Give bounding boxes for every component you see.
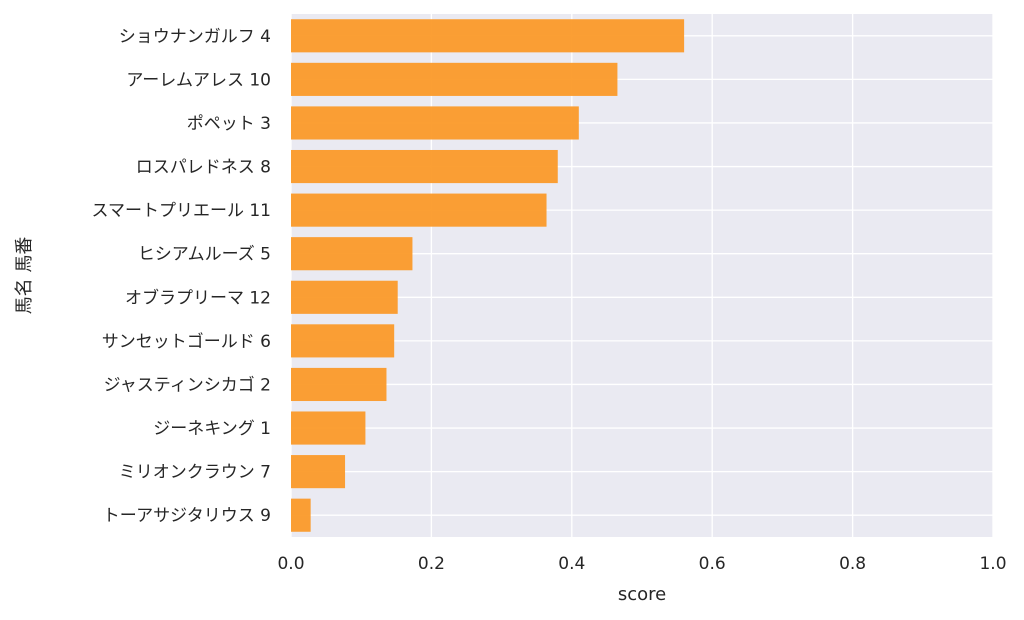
bar <box>291 237 413 271</box>
category-label: アーレムアレス 10 <box>126 70 271 90</box>
bar <box>291 19 685 53</box>
bar <box>291 411 366 445</box>
category-label: ジーネキング 1 <box>153 419 271 439</box>
bar <box>291 280 398 314</box>
x-axis-label: score <box>618 584 666 605</box>
category-label: ジャスティンシカゴ 2 <box>104 374 271 395</box>
category-labels: ショウナンガルフ 4 アーレムアレス 10 ポペット 3 ロスパレドネス 8 スマートプ… <box>91 27 271 526</box>
y-axis-label: 馬名 馬番 <box>14 237 35 315</box>
category-label: ショウナンガルフ 4 <box>119 27 271 47</box>
plot-background <box>291 14 993 537</box>
x-tick-labels: 0.0 0.2 0.4 0.6 0.8 1.0 <box>277 554 1006 574</box>
x-tick-label: 1.0 <box>979 554 1006 574</box>
category-label: サンセットゴールド 6 <box>102 331 271 352</box>
x-tick-label: 0.4 <box>558 554 585 574</box>
bar <box>291 498 311 532</box>
category-label: オブラプリーマ 12 <box>125 287 271 308</box>
x-tick-label: 0.8 <box>839 554 866 574</box>
x-tick-label: 0.0 <box>277 554 304 574</box>
category-label: ロスパレドネス 8 <box>136 158 271 178</box>
bar <box>291 62 618 96</box>
bar <box>291 106 579 140</box>
bars <box>291 19 685 532</box>
bar <box>291 149 558 184</box>
category-label: トーアサジタリウス 9 <box>103 506 271 526</box>
category-label: スマートプリエール 11 <box>91 201 271 221</box>
x-tick-label: 0.6 <box>699 554 726 574</box>
bar <box>291 324 395 358</box>
x-gridlines <box>290 14 994 537</box>
bar <box>291 455 346 489</box>
category-label: ポペット 3 <box>187 114 271 134</box>
category-label: ミリオンクラウン 7 <box>119 463 271 483</box>
category-label: ヒシアムルーズ 5 <box>138 245 271 265</box>
bar <box>291 367 387 402</box>
x-tick-label: 0.2 <box>418 554 445 574</box>
bar <box>291 193 547 227</box>
